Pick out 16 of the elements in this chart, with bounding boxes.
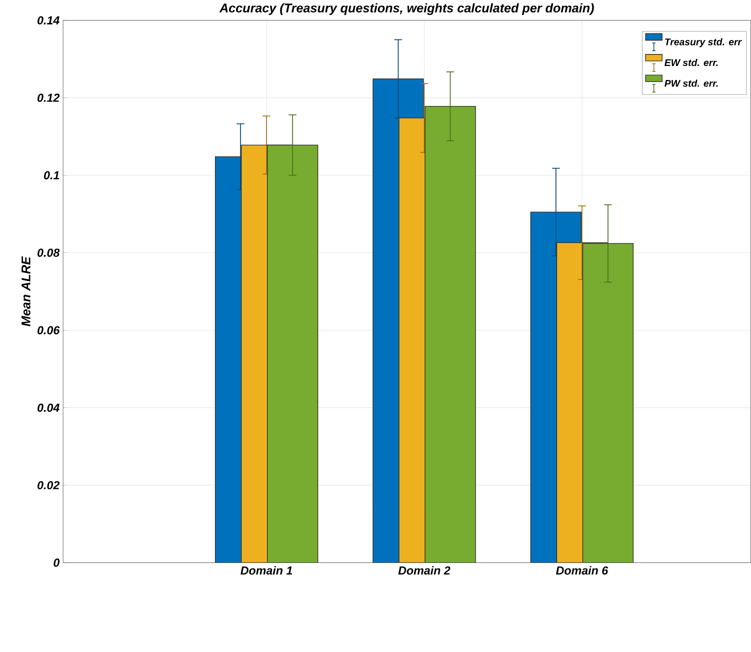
y-tick-label: 0.1 — [44, 171, 60, 180]
chart-title: Accuracy (Treasury questions, weights calculated per domain) — [219, 3, 594, 16]
y-tick-label: 0.08 — [38, 248, 60, 257]
y-tick-label: 0.12 — [38, 94, 60, 102]
x-tick-label: Domain 2 — [398, 566, 450, 575]
legend-label: Treasury std. err — [665, 38, 742, 48]
y-tick-label: 0 — [54, 558, 60, 567]
y-tick-label: 0.14 — [38, 16, 60, 25]
y-tick-label: 0.06 — [38, 326, 60, 334]
legend-label: EW std. err. — [664, 59, 718, 66]
x-tick-label: Domain 1 — [240, 566, 292, 575]
y-tick-label: 0.02 — [38, 481, 60, 490]
y-axis-title: Mean ALRE — [22, 256, 30, 326]
x-tick-label: Domain 6 — [556, 566, 608, 575]
legend-label: PW std. err. — [664, 80, 718, 87]
y-tick-label: 0.04 — [38, 404, 60, 412]
